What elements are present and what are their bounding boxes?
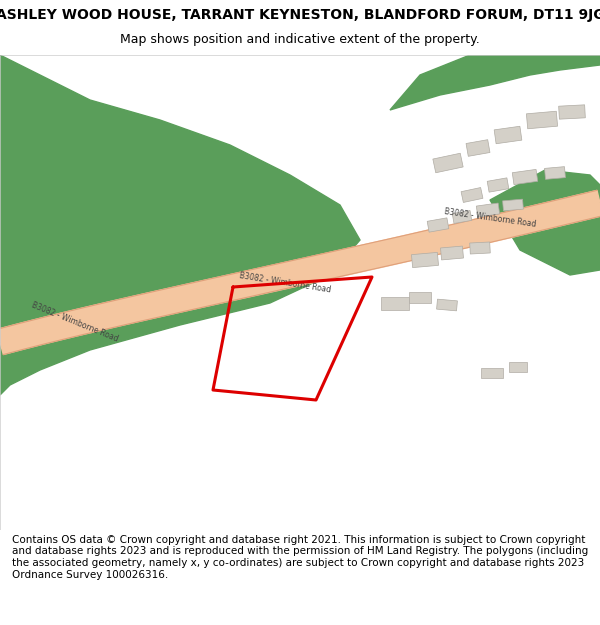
Bar (433, 153, 463, 173)
Polygon shape (490, 170, 600, 275)
Bar (487, 178, 509, 192)
Bar (509, 362, 527, 372)
Bar (452, 211, 472, 224)
Bar (381, 296, 409, 309)
Bar (470, 242, 490, 254)
Bar (437, 299, 457, 311)
Bar (409, 291, 431, 302)
Bar (481, 368, 503, 378)
Text: Map shows position and indicative extent of the property.: Map shows position and indicative extent… (120, 33, 480, 46)
Polygon shape (0, 191, 600, 354)
Bar (526, 111, 557, 129)
Bar (503, 199, 523, 211)
Text: ASHLEY WOOD HOUSE, TARRANT KEYNESTON, BLANDFORD FORUM, DT11 9JG: ASHLEY WOOD HOUSE, TARRANT KEYNESTON, BL… (0, 8, 600, 22)
Bar (559, 105, 586, 119)
Bar (545, 167, 565, 179)
Bar (440, 246, 463, 260)
Text: B3082 - Wimborne Road: B3082 - Wimborne Road (239, 271, 331, 295)
Text: B3082 - Wimborne Road: B3082 - Wimborne Road (443, 207, 536, 229)
Text: B3082 - Wimborne Road: B3082 - Wimborne Road (31, 301, 119, 344)
Polygon shape (0, 55, 360, 395)
Bar (494, 126, 522, 144)
Bar (461, 188, 483, 202)
Bar (512, 169, 538, 184)
Polygon shape (390, 55, 600, 110)
Bar (476, 203, 500, 217)
Bar (466, 140, 490, 156)
Bar (412, 253, 439, 268)
Bar (427, 218, 449, 232)
Text: Contains OS data © Crown copyright and database right 2021. This information is : Contains OS data © Crown copyright and d… (12, 535, 588, 579)
